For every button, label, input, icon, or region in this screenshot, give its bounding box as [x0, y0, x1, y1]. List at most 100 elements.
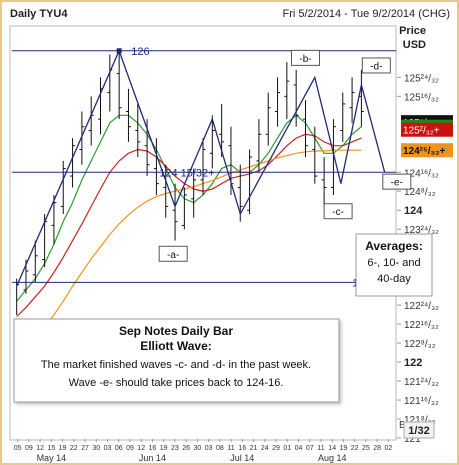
x-tick-label: 19 — [340, 445, 348, 452]
x-tick-label: 09 — [126, 445, 134, 452]
x-tick-label: 03 — [104, 445, 112, 452]
x-tick-label: 27 — [81, 445, 89, 452]
month-label: Jul 14 — [230, 453, 254, 463]
wave-label: -b- — [299, 54, 311, 65]
x-tick-label: 26 — [182, 445, 190, 452]
x-tick-label: 19 — [160, 445, 168, 452]
price-bar — [302, 100, 308, 158]
price-bar — [358, 69, 364, 127]
y-tick-label: 121²⁴/₃₂ — [404, 377, 439, 388]
wave-label-frame — [158, 245, 188, 262]
y-tick-label: 121¹⁶/₃₂ — [404, 396, 439, 407]
price-bar — [70, 138, 76, 188]
wave-label-box: -c- — [323, 203, 353, 220]
x-tick-label: 01 — [283, 445, 291, 452]
price-bar — [256, 119, 262, 173]
price-bar — [98, 77, 104, 135]
x-tick-label: 12 — [36, 445, 44, 452]
y-tick-label: 122²⁴/₃₂ — [404, 301, 439, 312]
price-bar — [135, 103, 141, 158]
y-tick-label: 124¹⁶/₃₂ — [404, 168, 439, 179]
series-line-10-day — [16, 133, 362, 317]
price-bar — [247, 149, 253, 215]
x-tick-label: 21 — [250, 445, 258, 452]
note-body-line1: The market finished waves -c- and -d- in… — [41, 359, 311, 371]
scale-label: 1/32 — [408, 425, 429, 437]
averages-line1: 6-, 10- and — [367, 257, 420, 269]
price-bar — [116, 50, 122, 120]
series-line-40-day — [16, 149, 362, 355]
x-tick-label: 03 — [205, 445, 213, 452]
x-tick-label: 14 — [328, 445, 336, 452]
level-label: 124 15/32+ — [159, 167, 214, 179]
x-tick-label: 12 — [137, 445, 145, 452]
y-tick-label: 124⁸/₃₂ — [404, 187, 436, 198]
elliott-wave-path — [16, 49, 386, 287]
averages-title: Averages: — [365, 239, 423, 253]
wave-label-box: -b- — [290, 49, 320, 66]
price-bar — [321, 157, 327, 207]
price-bar — [265, 92, 271, 146]
x-tick-label: 30 — [193, 445, 201, 452]
wave-label-box: -d- — [361, 57, 391, 74]
price-bar — [153, 138, 159, 196]
x-tick-label: 05 — [14, 445, 22, 452]
x-tick-label: 02 — [384, 445, 392, 452]
x-tick-label: 16 — [149, 445, 157, 452]
price-tag-label: 125²/₃₂+ — [403, 126, 440, 137]
chart-title: Daily TYU4 — [10, 8, 68, 20]
price-bar — [340, 92, 346, 142]
price-tag-bg — [401, 143, 453, 158]
y-tick-label: 121 — [404, 434, 421, 445]
wave-label-box: -e- — [382, 173, 412, 190]
y-tick-label: 122 — [404, 357, 422, 369]
wave-label-box: -a- — [158, 245, 188, 262]
price-tag-bg — [401, 122, 453, 137]
x-tick-label: 16 — [238, 445, 246, 452]
price-bar — [32, 240, 38, 283]
price-bar — [163, 164, 169, 218]
price-bar — [200, 138, 206, 196]
x-tick-label: 06 — [115, 445, 123, 452]
price-tag: 125²/₃₂+ — [401, 122, 453, 137]
wave-label-frame — [382, 173, 412, 190]
price-bar — [181, 187, 187, 230]
y-tick-label: 123²⁴/₃₂ — [404, 225, 439, 236]
price-bar — [330, 119, 336, 196]
month-label: May 14 — [37, 453, 67, 463]
x-tick-label: 11 — [227, 445, 234, 452]
wave-label-frame — [290, 49, 320, 66]
x-tick-label: 23 — [171, 445, 179, 452]
series-line-6-day — [16, 114, 362, 302]
y-tick-label: 125²⁴/₃₂ — [404, 73, 439, 84]
price-tag-label: 124²⁵/₃₂+ — [403, 146, 446, 157]
scale-button[interactable] — [403, 421, 435, 439]
x-tick-label: 19 — [59, 445, 67, 452]
date-range: Fri 5/2/2014 - Tue 9/2/2014 (CHG) — [282, 8, 450, 20]
x-tick-label: 28 — [373, 445, 381, 452]
x-tick-label: 29 — [272, 445, 280, 452]
price-bar — [312, 126, 318, 184]
wave-label-frame — [361, 57, 391, 74]
x-tick-label: 11 — [317, 445, 324, 452]
y-tick-label: 121⁸/₃₂ — [404, 415, 436, 426]
price-bar — [51, 195, 57, 245]
price-bar — [191, 168, 197, 218]
wave-peak-marker — [116, 48, 122, 54]
price-bar — [209, 115, 215, 169]
x-tick-label: 22 — [70, 445, 78, 452]
price-bar — [349, 77, 355, 123]
price-bar — [275, 77, 281, 127]
x-tick-label: 09 — [25, 445, 33, 452]
x-tick-label: 04 — [295, 445, 303, 452]
averages-note: Averages: 6-, 10- and 40-day — [355, 233, 433, 297]
price-tag: 124²⁵/₃₂+ — [401, 143, 453, 158]
price-bar — [228, 126, 234, 196]
averages-line2: 40-day — [377, 273, 411, 285]
y-tick-label: 125¹⁶/₃₂ — [404, 92, 439, 103]
y-tick-label: 122¹⁶/₃₂ — [404, 320, 439, 331]
wave-label: -d- — [370, 61, 382, 72]
x-tick-label: 15 — [47, 445, 55, 452]
